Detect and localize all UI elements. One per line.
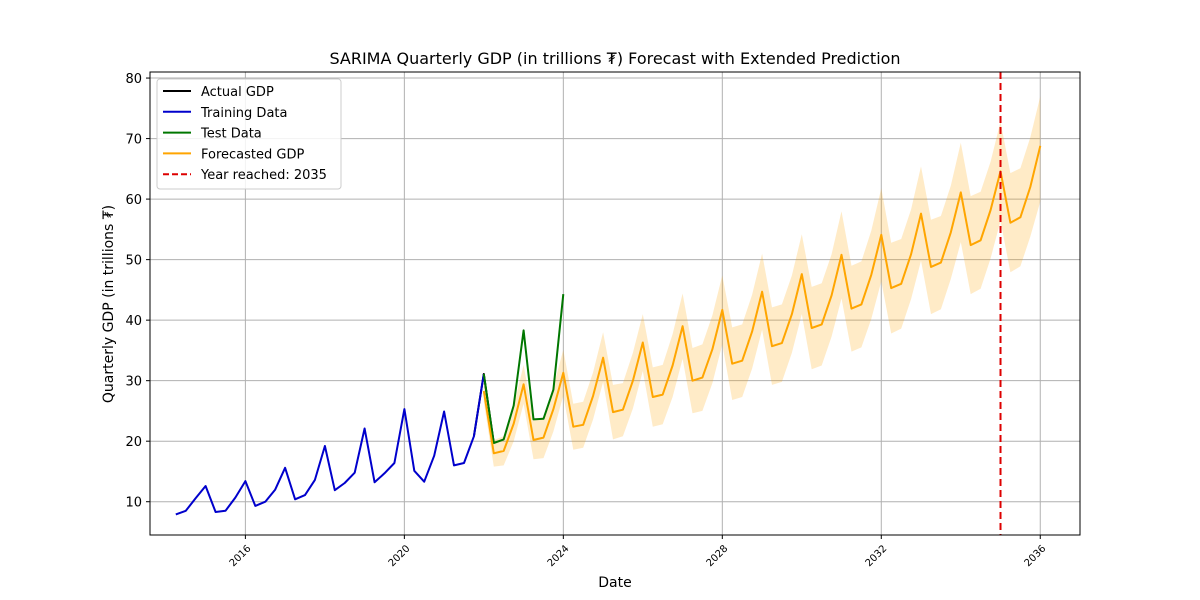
y-tick-label: 40 — [125, 314, 142, 329]
series-line-test-data — [482, 293, 565, 444]
series-lines — [175, 145, 1042, 516]
legend-label: Test Data — [200, 127, 262, 142]
y-tick-label: 10 — [125, 496, 142, 511]
legend-label: Year reached: 2035 — [200, 168, 327, 183]
y-tick-label: 60 — [125, 193, 142, 208]
series-line-forecasted-gdp — [482, 145, 1042, 455]
x-tick-label: 2024 — [546, 543, 572, 569]
series-line-training-data — [175, 373, 485, 516]
x-axis-label: Date — [598, 575, 631, 591]
x-tick-label: 2020 — [387, 543, 413, 569]
legend-label: Forecasted GDP — [201, 147, 304, 162]
y-tick-label: 70 — [125, 133, 142, 148]
legend-label: Actual GDP — [201, 85, 274, 100]
y-axis-label: Quarterly GDP (in trillions ₮) — [101, 205, 117, 403]
x-tick-label: 2028 — [705, 543, 731, 569]
x-tick-label: 2036 — [1023, 543, 1049, 569]
confidence-bands — [483, 96, 1041, 467]
plot-frame — [149, 71, 1081, 536]
confidence-band — [483, 96, 1041, 467]
chart-title: SARIMA Quarterly GDP (in trillions ₮) Fo… — [329, 49, 900, 68]
x-tick-label: 2032 — [864, 543, 890, 569]
y-tick-label: 20 — [125, 435, 142, 450]
legend-box — [156, 78, 342, 190]
legend: Actual GDP Training Data Test Data Forecast… — [156, 78, 342, 190]
y-tick-label: 30 — [125, 375, 142, 390]
x-tick-label: 2016 — [228, 543, 254, 569]
legend-label: Training Data — [200, 106, 287, 121]
y-tick-label: 50 — [125, 254, 142, 269]
y-tick-label: 80 — [125, 72, 142, 87]
